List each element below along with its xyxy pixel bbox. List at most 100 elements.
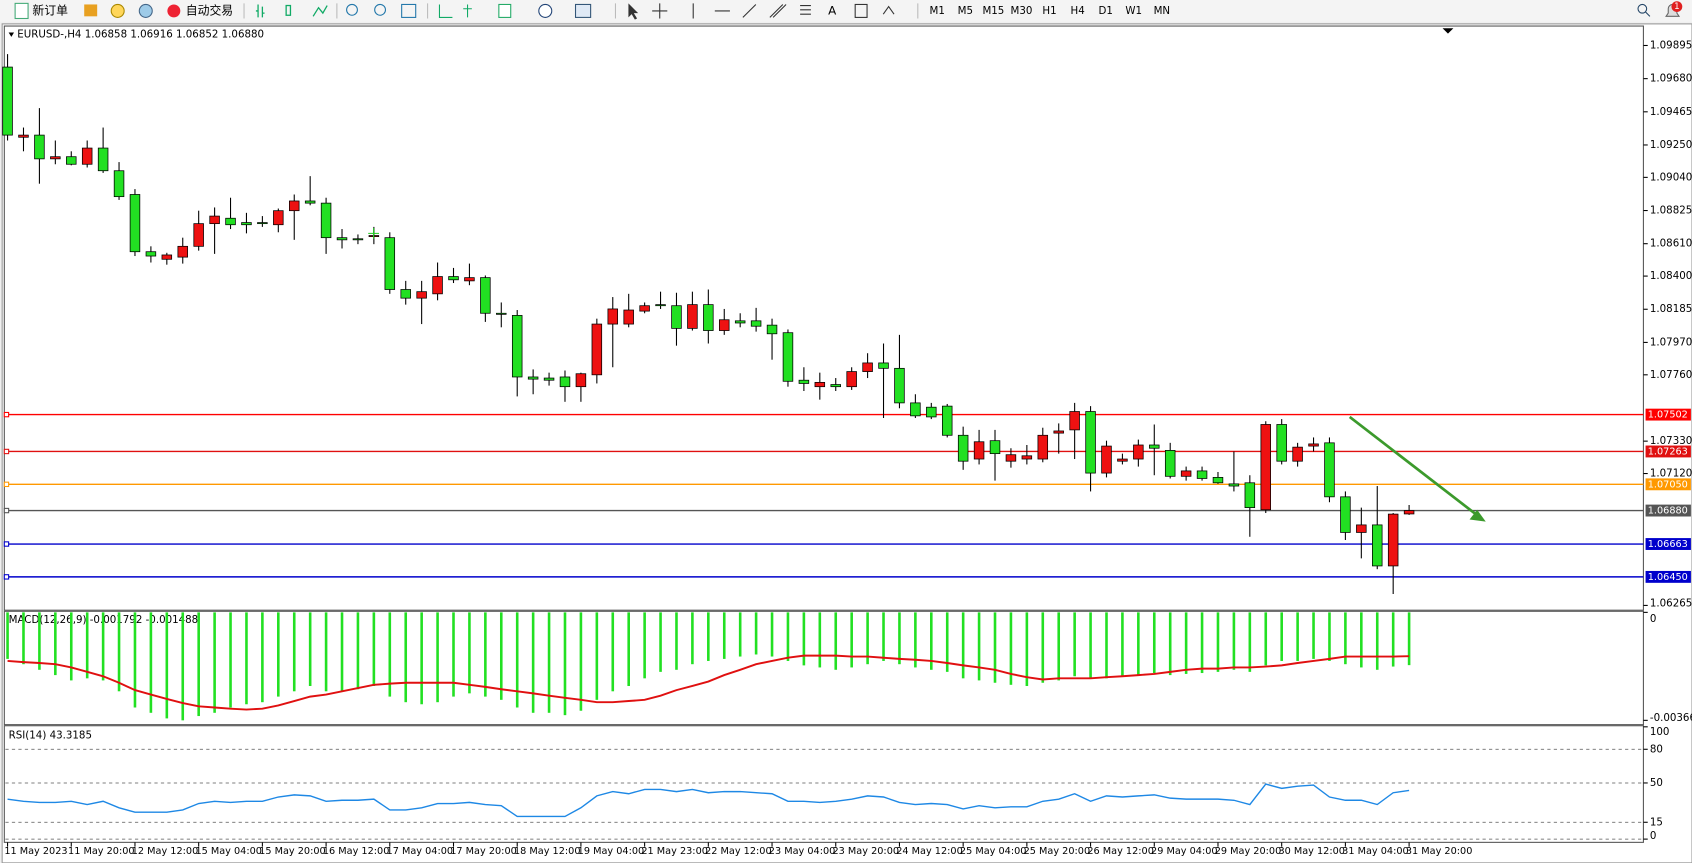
y-tick-label: 1.09895 [1650,39,1692,51]
icon-button[interactable] [538,3,553,18]
candle-body [830,384,841,388]
candle-body [1005,454,1017,462]
macd-bar [292,612,296,692]
badge [1671,1,1683,13]
macd-bar [531,612,535,713]
crosshair-button[interactable] [652,3,668,19]
new-order-button[interactable]: 新订单 [14,2,68,20]
macd-bar [770,612,774,657]
candle-body [1101,445,1112,474]
text-tool[interactable]: A [828,3,837,17]
line-tools[interactable] [692,3,757,19]
y-tick-label: 1.08400 [1650,270,1692,282]
candle-body [50,156,61,160]
timeframe-button[interactable]: D1 [1098,5,1112,17]
macd-bar [993,612,997,683]
shapes-tool[interactable] [882,5,895,15]
level-handle [3,507,10,514]
channel-tools[interactable] [769,4,811,18]
label-tool[interactable] [854,3,868,18]
icon-button[interactable] [110,3,125,18]
x-tick-label: 17 May 04:00 [387,846,454,857]
candle-body [1308,443,1319,447]
macd-bar [213,612,216,713]
timeframe-button[interactable]: M1 [930,5,945,17]
candle-body [591,323,603,376]
candle-body [1021,455,1033,460]
candle-body [862,362,873,372]
x-tick-label: 29 May 04:00 [1151,846,1218,857]
cursor-button[interactable] [628,3,639,20]
candle-body [1069,411,1080,431]
x-tick-label: 19 May 04:00 [578,846,645,857]
macd-bar [882,612,885,661]
timeframe-button[interactable]: W1 [1125,5,1142,17]
auto-trading-button[interactable]: 自动交易 [167,3,233,17]
x-tick-label: 15 May 20:00 [259,846,326,857]
candle-body [623,309,634,325]
macd-bar [563,612,567,716]
notifications[interactable]: 1 [1665,1,1683,17]
timeframe-button[interactable]: M15 [982,5,1004,17]
macd-bar [643,612,646,679]
macd-bar [197,612,200,717]
y-tick-label: 1.09465 [1650,106,1692,118]
x-tick-label: 31 May 04:00 [1342,846,1409,857]
candle-body [734,320,746,324]
macd-bar [1137,612,1140,676]
timeframe-button[interactable]: M5 [958,5,973,17]
candle-body [1387,513,1399,567]
search-button[interactable] [1637,3,1651,17]
candle-body [1085,411,1096,474]
macd-bar [261,612,264,703]
icon [167,4,181,18]
rsi-panel [3,725,1644,843]
macd-bar [1121,612,1124,677]
candle-body [1324,442,1335,498]
x-tick-label: 18 May 12:00 [514,846,581,857]
zoom-buttons[interactable] [346,3,417,18]
icon-button[interactable] [574,3,592,18]
candle-body [145,251,157,257]
x-tick-label: 11 May 20:00 [68,846,135,857]
macd-bar [404,612,408,703]
candle-body [1292,446,1303,462]
rsi-line [7,783,1410,818]
macd-bar [515,612,519,708]
price-label: 1.07263 [1648,446,1688,457]
macd-bar [786,612,790,661]
icon-button[interactable] [138,3,153,18]
macd-bar [1073,612,1076,677]
candle-body [1164,450,1176,477]
timeframe-button[interactable]: H4 [1070,5,1084,17]
macd-bar [117,612,121,692]
toolbar: 新订单 自动交易 A M [0,0,1692,22]
x-tick-label: 30 May 12:00 [1278,846,1345,857]
macd-bar [22,612,25,665]
icon [255,4,265,18]
x-tick-label: 12 May 12:00 [132,846,199,857]
macd-bar [499,612,503,700]
macd-bar [181,612,185,721]
macd-bar [85,612,89,679]
candle-body [703,304,714,331]
candle-body [575,373,587,388]
chart-type-buttons[interactable] [255,4,328,18]
candle-body [416,291,427,299]
macd-bar [1280,612,1283,661]
candle-body [1133,444,1144,460]
candle-body [432,276,443,295]
icon-button[interactable] [498,3,512,18]
macd-bar [691,612,694,665]
icon-button[interactable] [438,4,472,18]
macd-bar [1296,612,1299,661]
timeframe-button[interactable]: M30 [1011,5,1033,17]
macd-bar [101,612,105,681]
timeframe-button[interactable]: H1 [1042,5,1056,17]
icon [346,3,358,16]
price-label-bg [1645,408,1691,421]
icon-button[interactable] [84,4,98,17]
timeframe-button[interactable]: MN [1154,5,1171,17]
rsi-title: RSI(14) 43.3185 [9,729,92,741]
macd-bar [38,612,41,670]
